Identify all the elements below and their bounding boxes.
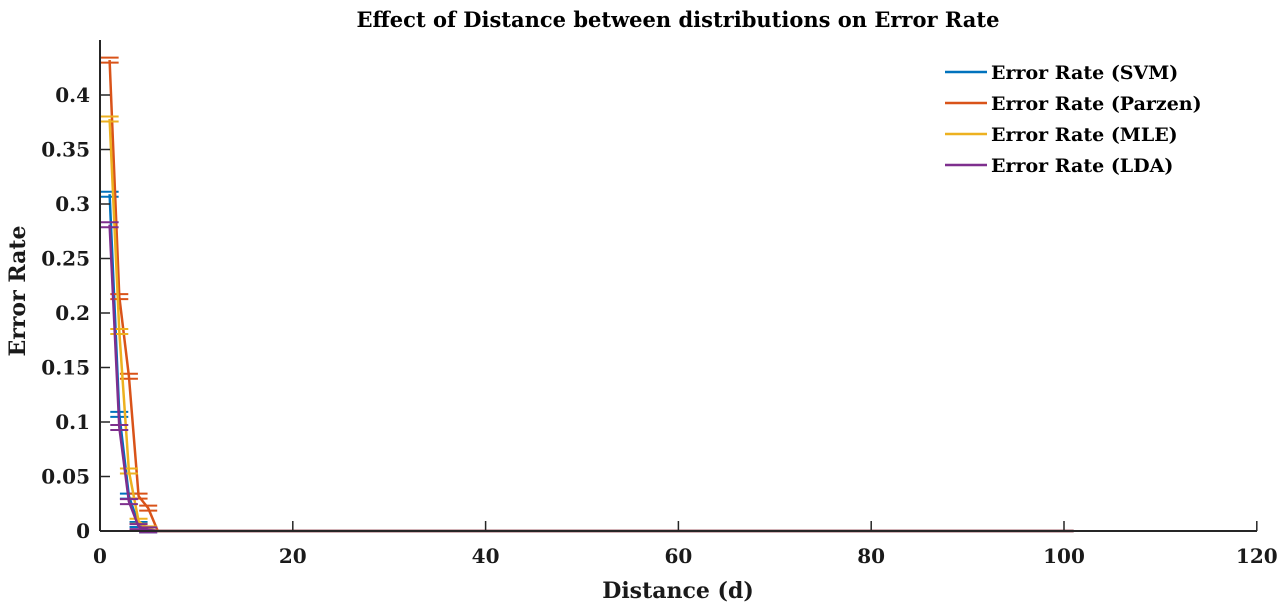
x-tick-label: 20: [279, 544, 307, 568]
series-line: [108, 224, 1074, 533]
series-error-rate-parzen: [100, 56, 1074, 533]
chart-title: Effect of Distance between distributions…: [357, 7, 1000, 32]
x-ticks: 0 20 40 60 80 100 120: [93, 521, 1278, 568]
y-tick-label: 0.3: [55, 192, 90, 216]
legend-label: Error Rate (MLE): [991, 124, 1178, 146]
legend-label: Error Rate (SVM): [991, 62, 1178, 84]
y-tick-label: 0.1: [55, 410, 90, 434]
x-tick-label: 0: [93, 544, 107, 568]
x-tick-label: 40: [472, 544, 500, 568]
legend-label: Error Rate (Parzen): [991, 93, 1202, 115]
y-axis-label: Error Rate: [5, 225, 31, 356]
y-tick-label: 0.2: [55, 301, 90, 325]
x-axis-label: Distance (d): [602, 578, 754, 604]
legend-label: Error Rate (LDA): [991, 155, 1173, 177]
series-line: [108, 118, 1074, 533]
x-tick-label: 60: [664, 544, 692, 568]
y-tick-label: 0: [76, 519, 90, 543]
series-error-rate-mle: [100, 115, 1074, 533]
series-line: [108, 194, 1074, 533]
series-error-rate-lda: [100, 221, 1074, 534]
x-tick-label: 100: [1043, 544, 1085, 568]
x-tick-label: 80: [857, 544, 885, 568]
y-ticks: 0 0.05 0.1 0.15 0.2 0.25 0.3 0.35 0.4: [41, 83, 110, 543]
y-tick-label: 0.35: [41, 138, 90, 162]
legend: Error Rate (SVM) Error Rate (Parzen) Error…: [945, 62, 1202, 177]
y-tick-label: 0.25: [41, 247, 90, 271]
plot-area: [100, 56, 1074, 534]
y-tick-label: 0.4: [55, 83, 90, 107]
y-tick-label: 0.05: [41, 465, 90, 489]
y-tick-label: 0.15: [41, 356, 90, 380]
series-error-rate-svm: [100, 190, 1074, 534]
series-line: [108, 60, 1074, 533]
x-tick-label: 120: [1236, 544, 1278, 568]
